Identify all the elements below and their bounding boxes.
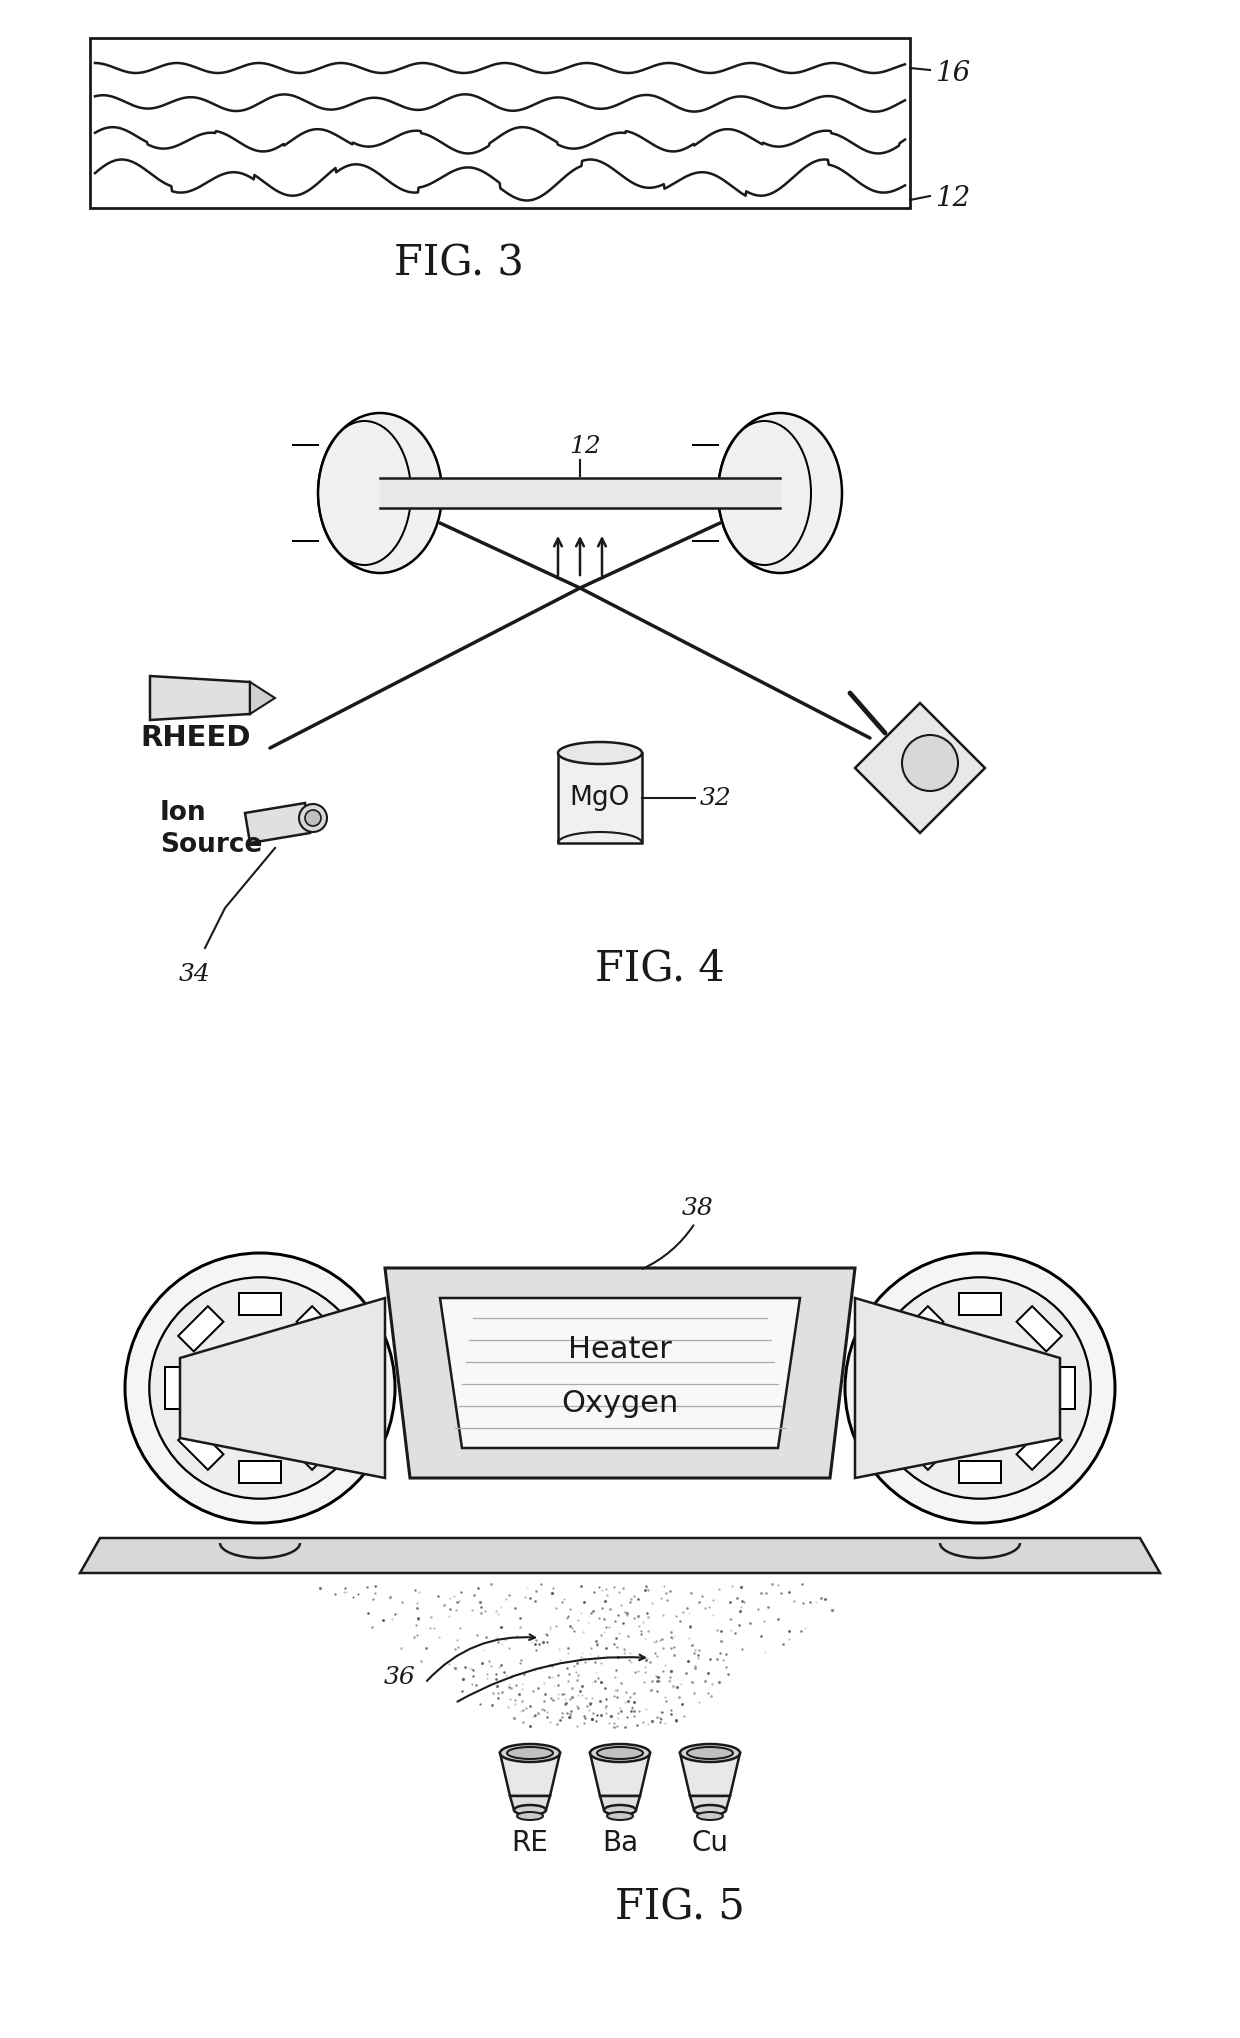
Polygon shape [856,703,985,834]
Ellipse shape [608,1812,632,1820]
Polygon shape [590,1753,650,1795]
Text: FIG. 4: FIG. 4 [595,948,725,988]
Text: 36: 36 [383,1667,415,1690]
Ellipse shape [680,1745,740,1763]
Text: Heater: Heater [568,1335,672,1365]
Circle shape [236,1363,284,1412]
Text: 16: 16 [935,59,970,86]
Ellipse shape [515,1806,546,1816]
Ellipse shape [604,1806,636,1816]
Ellipse shape [596,1747,644,1759]
Ellipse shape [507,1747,553,1759]
Polygon shape [680,1753,740,1795]
Text: RE: RE [512,1828,548,1857]
Circle shape [956,1363,1004,1412]
Polygon shape [246,803,310,844]
Polygon shape [1017,1306,1061,1351]
Circle shape [125,1253,396,1522]
Text: 34: 34 [179,964,211,986]
Ellipse shape [517,1812,543,1820]
Text: Source: Source [160,832,263,858]
Polygon shape [179,1425,223,1469]
Polygon shape [296,1425,342,1469]
Polygon shape [180,1298,384,1478]
Ellipse shape [500,1745,560,1763]
Polygon shape [384,1268,856,1478]
Ellipse shape [590,1745,650,1763]
Polygon shape [179,1306,223,1351]
Ellipse shape [687,1747,733,1759]
Bar [91,39,910,208]
Polygon shape [239,1294,281,1315]
Polygon shape [885,1367,908,1408]
Polygon shape [239,1461,281,1484]
Text: FIG. 5: FIG. 5 [615,1887,745,1930]
Text: 12: 12 [569,434,601,459]
Circle shape [901,736,959,791]
Polygon shape [959,1294,1001,1315]
Ellipse shape [317,414,441,573]
Polygon shape [165,1367,187,1408]
Polygon shape [440,1298,800,1449]
Ellipse shape [694,1806,725,1816]
Circle shape [844,1253,1115,1522]
Polygon shape [332,1367,355,1408]
Polygon shape [1017,1425,1061,1469]
Ellipse shape [558,742,642,764]
Polygon shape [600,1795,640,1810]
Text: 12: 12 [935,185,970,212]
Text: FIG. 3: FIG. 3 [394,243,525,283]
Polygon shape [250,683,275,713]
Text: Ion: Ion [160,801,207,825]
Polygon shape [856,1298,1060,1478]
Text: Ba: Ba [601,1828,639,1857]
Polygon shape [689,1795,730,1810]
Polygon shape [150,677,250,719]
Polygon shape [296,1306,342,1351]
Text: Cu: Cu [692,1828,729,1857]
Bar [558,752,642,844]
Text: 32: 32 [701,787,732,809]
Circle shape [149,1278,371,1498]
Circle shape [299,805,327,832]
Circle shape [222,1351,298,1427]
Ellipse shape [718,414,842,573]
Polygon shape [81,1539,1159,1573]
Polygon shape [500,1753,560,1795]
Polygon shape [959,1461,1001,1484]
Polygon shape [898,1425,944,1469]
Text: Oxygen: Oxygen [562,1388,678,1418]
Text: MgO: MgO [570,785,630,811]
Text: 38: 38 [682,1196,714,1221]
Polygon shape [1053,1367,1075,1408]
Polygon shape [510,1795,551,1810]
Text: RHEED: RHEED [140,723,250,752]
Polygon shape [898,1306,944,1351]
Ellipse shape [697,1812,723,1820]
Polygon shape [379,479,780,507]
Circle shape [305,809,321,825]
Circle shape [942,1351,1018,1427]
Circle shape [869,1278,1091,1498]
